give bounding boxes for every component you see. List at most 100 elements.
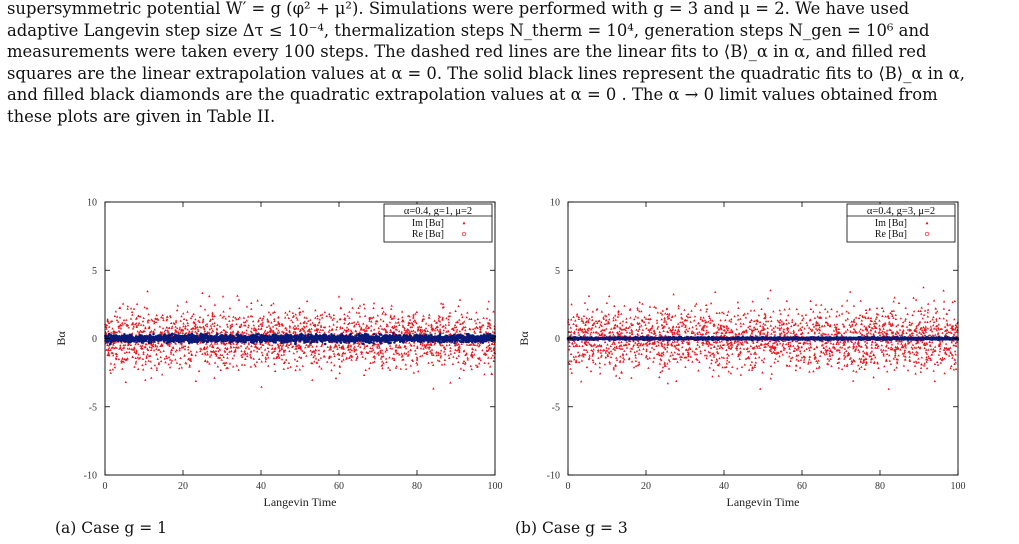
im-point	[267, 350, 270, 353]
im-point	[313, 351, 317, 354]
im-point	[150, 318, 153, 321]
im-point	[464, 325, 467, 328]
im-point	[347, 322, 350, 325]
im-point	[241, 330, 244, 333]
im-point	[464, 329, 467, 332]
im-point	[190, 327, 193, 330]
im-point	[413, 341, 416, 344]
im-point	[305, 343, 308, 346]
re-point	[290, 338, 294, 342]
im-point	[359, 350, 363, 353]
im-point	[452, 355, 455, 358]
im-point	[206, 345, 209, 348]
im-point	[350, 349, 354, 352]
im-point	[455, 356, 458, 360]
im-point	[118, 347, 121, 350]
re-point	[118, 338, 121, 341]
im-point	[107, 330, 110, 333]
im-point	[337, 357, 341, 360]
im-point	[260, 327, 263, 330]
im-point	[120, 341, 123, 344]
im-point	[469, 364, 472, 367]
re-point	[479, 334, 483, 337]
im-point	[466, 356, 469, 359]
im-point	[392, 326, 395, 329]
im-point	[260, 303, 263, 306]
im-point	[114, 340, 118, 343]
im-point	[393, 326, 396, 329]
im-point	[408, 341, 411, 344]
im-point	[233, 354, 236, 357]
im-point	[135, 360, 138, 363]
im-point	[395, 343, 398, 346]
im-point	[411, 359, 415, 362]
im-point	[277, 345, 280, 348]
im-point	[362, 373, 366, 376]
im-point	[393, 324, 396, 327]
im-point	[179, 331, 182, 334]
im-point	[400, 352, 403, 355]
paragraph-line: supersymmetric potential W′ = g (φ² + μ²…	[7, 0, 910, 18]
im-point	[345, 341, 348, 344]
re-point	[301, 333, 304, 337]
im-point	[455, 330, 458, 333]
im-point	[343, 328, 346, 331]
im-point	[377, 343, 380, 346]
im-point	[380, 349, 384, 352]
im-point	[392, 316, 396, 319]
im-point	[208, 344, 212, 347]
im-point	[278, 331, 281, 334]
im-point	[326, 345, 329, 348]
im-point	[449, 346, 452, 349]
im-point	[256, 347, 259, 350]
re-point	[476, 335, 480, 338]
im-point	[492, 348, 495, 351]
im-point	[484, 353, 487, 356]
im-point	[471, 356, 474, 359]
im-point	[223, 349, 226, 352]
im-point	[252, 320, 255, 323]
im-point	[112, 332, 115, 335]
re-point	[413, 334, 417, 337]
im-point	[382, 362, 385, 365]
im-point	[325, 314, 328, 317]
im-point	[112, 354, 115, 357]
im-point	[252, 349, 256, 352]
im-point	[330, 369, 333, 372]
im-point	[221, 353, 224, 357]
im-point	[432, 353, 435, 356]
im-point	[109, 348, 112, 351]
im-point	[313, 329, 317, 332]
im-point	[432, 387, 435, 390]
im-point	[376, 346, 379, 349]
im-point	[430, 361, 434, 364]
im-point	[182, 325, 185, 328]
im-point	[273, 349, 276, 352]
im-point	[272, 302, 275, 305]
re-point	[217, 339, 220, 343]
im-point	[329, 345, 332, 348]
im-point	[213, 321, 216, 325]
im-point	[219, 314, 222, 317]
re-point	[108, 342, 112, 346]
im-point	[280, 345, 284, 348]
im-point	[435, 354, 438, 357]
im-point	[285, 344, 288, 347]
im-point	[269, 327, 273, 330]
im-point	[380, 355, 384, 358]
re-point	[226, 336, 230, 339]
im-point	[350, 297, 354, 300]
im-point	[170, 359, 174, 362]
im-point	[357, 322, 361, 326]
im-point	[373, 355, 376, 358]
re-point	[129, 340, 133, 344]
im-point	[184, 327, 187, 330]
re-point	[340, 332, 343, 336]
im-point	[204, 359, 207, 362]
im-point	[152, 349, 156, 352]
im-point	[294, 331, 297, 334]
im-point	[175, 309, 179, 312]
im-point	[137, 367, 140, 370]
im-point	[303, 329, 306, 332]
re-point	[192, 334, 195, 337]
